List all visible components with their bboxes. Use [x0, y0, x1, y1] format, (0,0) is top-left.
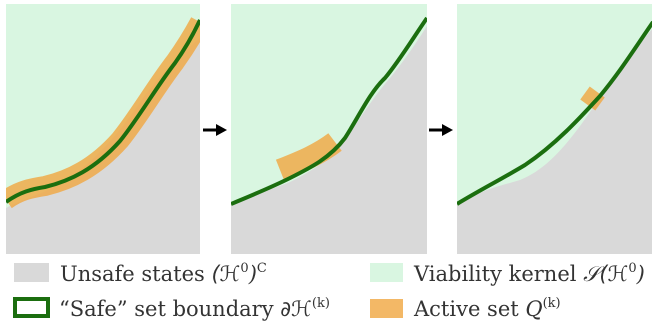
- legend-unsafe-label: Unsafe states: [60, 262, 205, 286]
- arrow-right-icon: [429, 124, 453, 136]
- active-set-patch: [275, 133, 342, 181]
- legend-safe-boundary: “Safe” set boundary ∂ℋ(k): [59, 297, 330, 320]
- legend-unsafe: Unsafe states (ℋ0)C: [60, 262, 267, 285]
- safe-boundary-curve: [457, 20, 652, 206]
- math-symbol: 𝒮(ℋ: [583, 262, 629, 286]
- math-symbol: (ℋ: [211, 262, 241, 286]
- legend-active-set: Active set Q(k): [414, 297, 561, 320]
- safe-boundary-curve: [6, 19, 200, 204]
- legend-viability: Viability kernel 𝒮(ℋ0): [414, 262, 645, 285]
- active-set-patch: [580, 86, 605, 111]
- legend-viability-label: Viability kernel: [414, 262, 577, 286]
- legend-safe-math: ∂ℋ(k): [280, 297, 330, 321]
- math-sup: (k): [542, 296, 561, 311]
- active-set-swatch: [370, 299, 403, 318]
- math-symbol: ∂ℋ: [280, 297, 312, 321]
- math-symbol: Q: [525, 297, 543, 321]
- math-sup: (k): [311, 296, 330, 311]
- viability-swatch: [370, 263, 403, 282]
- legend-unsafe-math: (ℋ0)C: [211, 262, 266, 286]
- legend-safe-label: “Safe” set boundary: [59, 297, 274, 321]
- panel-1: [6, 4, 200, 254]
- legend-viability-math: 𝒮(ℋ0): [583, 262, 645, 286]
- math-sup: 0: [628, 261, 637, 276]
- panel-3: [457, 4, 652, 254]
- math-sup: 0: [240, 261, 249, 276]
- math-sup: C: [256, 261, 267, 276]
- legend-active-math: Q(k): [525, 297, 560, 321]
- arrow-right-icon: [203, 124, 227, 136]
- unsafe-region: [231, 26, 427, 254]
- unsafe-region: [457, 29, 652, 254]
- safe-boundary-curve: [231, 16, 427, 206]
- unsafe-swatch: [14, 263, 49, 282]
- safe-boundary-swatch: [13, 297, 50, 318]
- math-tail: ): [636, 262, 645, 286]
- math-tail: ): [248, 262, 257, 286]
- legend-active-label: Active set: [414, 297, 519, 321]
- panel-2: [231, 4, 427, 254]
